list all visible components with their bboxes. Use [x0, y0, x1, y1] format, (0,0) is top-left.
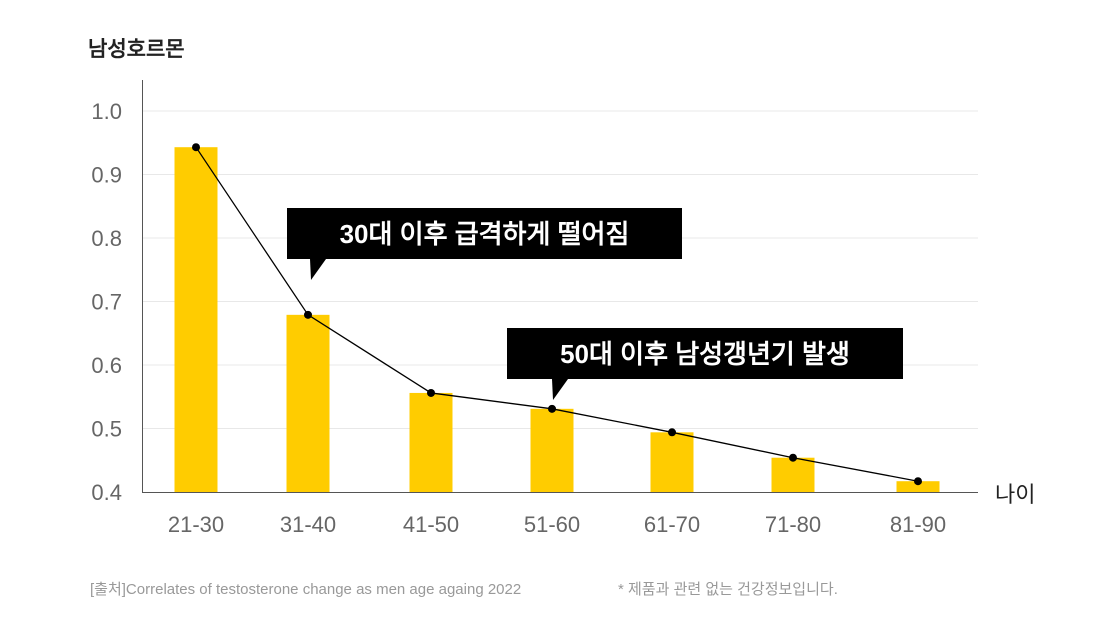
- x-tick-label: 51-60: [524, 512, 580, 537]
- bar: [530, 408, 574, 492]
- bar: [650, 432, 694, 492]
- bar: [896, 481, 940, 492]
- data-point: [668, 428, 676, 437]
- callout: 30대 이후 급격하게 떨어짐: [287, 208, 682, 280]
- callout-pointer: [552, 379, 568, 400]
- bar: [771, 457, 815, 492]
- callout-pointer: [310, 259, 326, 280]
- bar: [409, 392, 453, 492]
- callout-text: 50대 이후 남성갱년기 발생: [560, 339, 850, 369]
- data-point: [789, 453, 797, 462]
- x-axis-title: 나이: [995, 482, 1035, 507]
- data-point: [548, 404, 556, 413]
- y-tick-label: 0.6: [91, 353, 122, 378]
- data-point: [914, 477, 922, 486]
- bar: [286, 314, 330, 492]
- callout-box: [287, 208, 682, 259]
- x-tick-label: 31-40: [280, 512, 336, 537]
- y-tick-label: 1.0: [91, 99, 122, 124]
- y-tick-label: 0.7: [91, 290, 122, 315]
- callout: 50대 이후 남성갱년기 발생: [507, 328, 903, 400]
- y-tick-label: 0.5: [91, 417, 122, 442]
- data-point: [304, 310, 312, 319]
- callout-text: 30대 이후 급격하게 떨어짐: [340, 219, 630, 249]
- y-tick-label: 0.4: [91, 480, 122, 505]
- disclaimer-note: * 제품과 관련 없는 건강정보입니다.: [618, 581, 838, 598]
- x-tick-label: 61-70: [644, 512, 700, 537]
- x-tick-label: 21-30: [168, 512, 224, 537]
- data-point: [192, 143, 200, 152]
- y-axis-title: 남성호르몬: [88, 38, 185, 61]
- bar: [174, 147, 218, 492]
- x-tick-label: 81-90: [890, 512, 946, 537]
- y-tick-label: 0.8: [91, 226, 122, 251]
- callout-box: [507, 328, 903, 379]
- source-note: [출처]Correlates of testosterone change as…: [90, 581, 522, 598]
- x-tick-label: 41-50: [403, 512, 459, 537]
- y-tick-label: 0.9: [91, 163, 122, 188]
- x-tick-label: 71-80: [765, 512, 821, 537]
- data-point: [427, 388, 435, 397]
